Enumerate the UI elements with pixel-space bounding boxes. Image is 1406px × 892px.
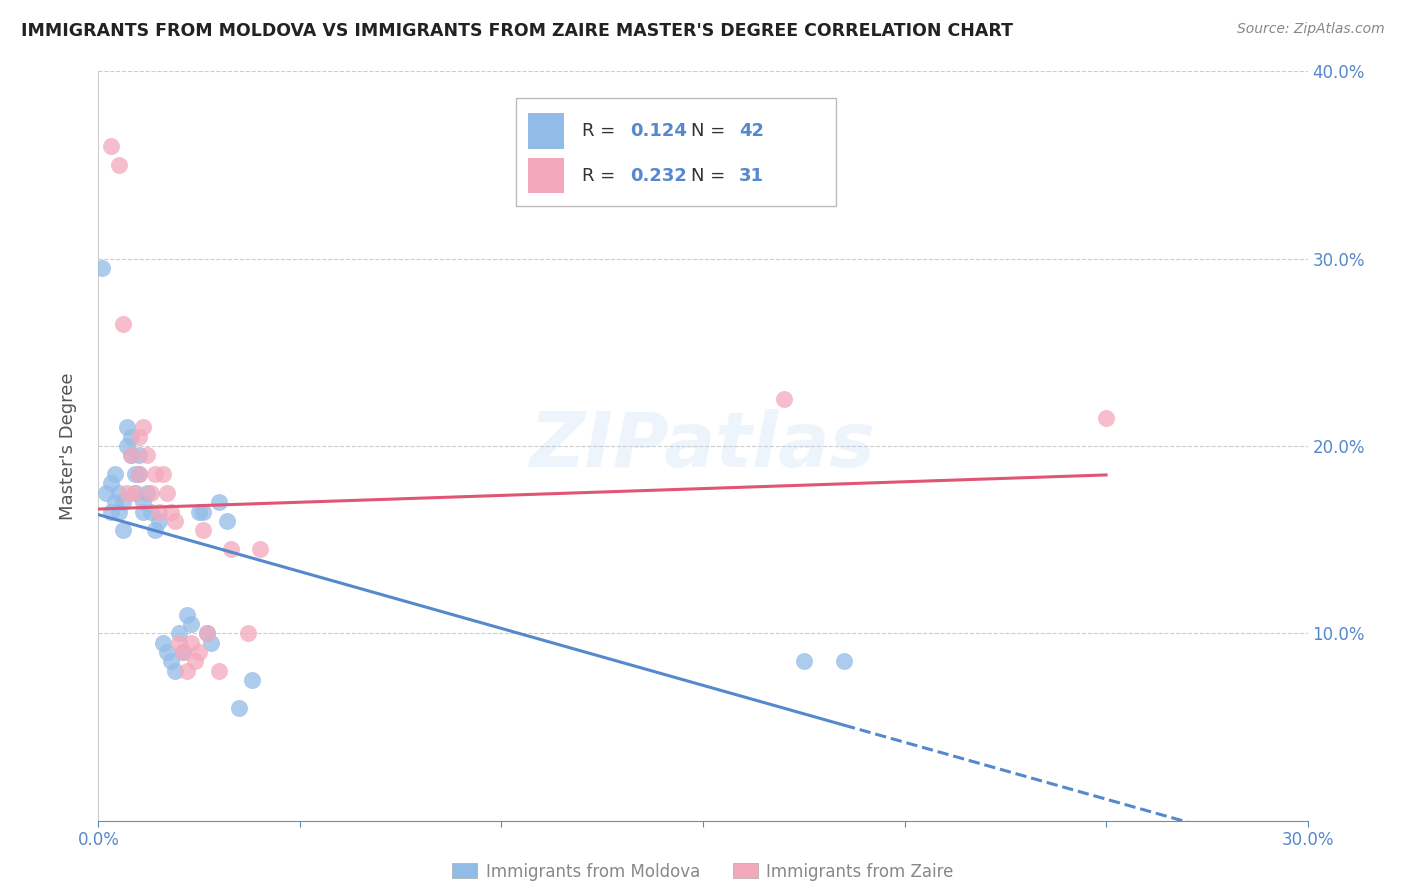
Point [139,505,162,519]
Text: 0.124: 0.124 [630,121,688,139]
Point [111,524,134,538]
Point [793,655,815,669]
Point [163,664,186,678]
FancyBboxPatch shape [527,158,564,194]
Point [139,486,162,500]
Point [103,467,125,482]
Point [111,318,134,332]
Point [115,439,138,453]
Point [124,486,146,500]
Point [176,664,198,678]
Point [107,505,129,519]
Point [188,505,211,519]
Point [156,645,179,659]
Point [96,486,118,500]
FancyBboxPatch shape [516,97,837,206]
Text: 42: 42 [740,121,765,139]
Point [120,449,142,463]
Point [208,495,231,509]
Point [100,476,122,491]
Text: IMMIGRANTS FROM MOLDOVA VS IMMIGRANTS FROM ZAIRE MASTER'S DEGREE CORRELATION CHA: IMMIGRANTS FROM MOLDOVA VS IMMIGRANTS FR… [21,22,1014,40]
Point [208,664,231,678]
Point [195,626,218,640]
Point [1095,411,1118,425]
Point [160,655,183,669]
Point [107,158,129,172]
Point [132,495,155,509]
Text: 31: 31 [740,167,765,185]
Point [128,467,150,482]
Text: 0.232: 0.232 [630,167,688,185]
Point [100,139,122,153]
Point [236,626,259,640]
Point [148,514,170,528]
Point [128,467,150,482]
Point [160,505,183,519]
Text: ZIPatlas: ZIPatlas [530,409,876,483]
Point [107,486,129,500]
Point [217,514,239,528]
Point [120,449,142,463]
Point [832,655,855,669]
Point [156,486,179,500]
Point [128,449,150,463]
Point [132,505,155,519]
Point [143,524,166,538]
Point [228,701,250,715]
Y-axis label: Master's Degree: Master's Degree [59,372,77,520]
Text: Source: ZipAtlas.com: Source: ZipAtlas.com [1237,22,1385,37]
Point [115,486,138,500]
Point [103,495,125,509]
Text: R =: R = [582,121,621,139]
Point [180,635,202,649]
Point [120,430,142,444]
Point [193,524,215,538]
Point [200,635,222,649]
Point [195,626,218,640]
Text: N =: N = [690,167,731,185]
Point [152,467,174,482]
Point [240,673,263,688]
Point [132,420,155,434]
Point [124,467,146,482]
Point [176,607,198,622]
Point [180,617,202,632]
Point [188,645,211,659]
Point [172,645,194,659]
Point [167,635,190,649]
Point [152,635,174,649]
Point [135,486,157,500]
Point [143,467,166,482]
Point [100,505,122,519]
Text: N =: N = [690,121,731,139]
Text: R =: R = [582,167,621,185]
Point [772,392,794,407]
Point [124,486,146,500]
Point [249,542,271,557]
Point [111,495,134,509]
Point [172,645,194,659]
Point [128,430,150,444]
Point [163,514,186,528]
Point [115,420,138,434]
Legend: Immigrants from Moldova, Immigrants from Zaire: Immigrants from Moldova, Immigrants from… [446,856,960,888]
Point [148,505,170,519]
FancyBboxPatch shape [527,112,564,149]
Point [221,542,243,557]
Point [167,626,190,640]
Point [91,261,114,276]
Point [184,655,207,669]
Point [193,505,215,519]
Point [135,449,157,463]
